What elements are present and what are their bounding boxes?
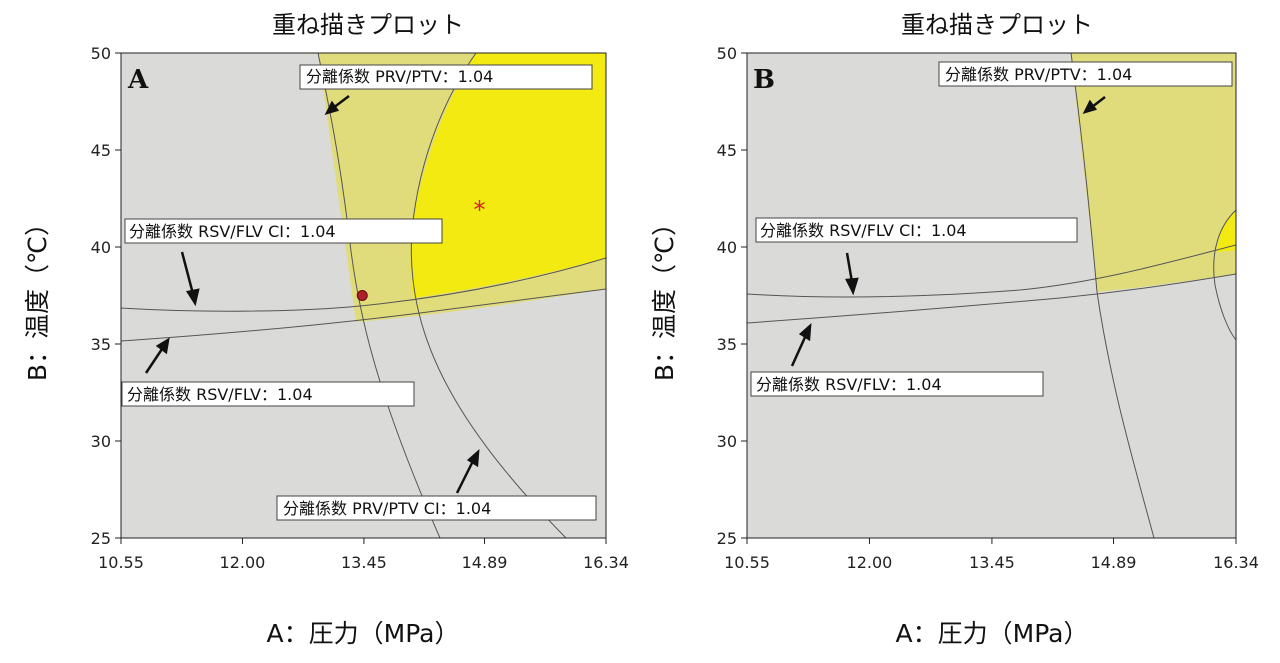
- annotation-label: 分離係数 RSV/FLV：1.04: [127, 385, 313, 404]
- x-tick-label: 10.55: [724, 553, 770, 572]
- markers: *: [356, 196, 486, 301]
- y-tick-label: 30: [91, 432, 111, 451]
- arrowhead-icon: [845, 277, 859, 296]
- x-tick-label: 14.89: [462, 553, 508, 572]
- axis-ticks: 10.55 12.00 13.45 14.89 16.34 25 30 35 40 45 50: [91, 44, 629, 572]
- chart-a-svg: 10.55 12.00 13.45 14.89 16.34 25 30 35 40 45 50 重ね…: [23, 11, 629, 648]
- y-tick-label: 35: [717, 335, 737, 354]
- chart-b-svg: 10.55 12.00 13.45 14.89 16.34 25 30 35 40 45 50 重ね…: [650, 11, 1259, 648]
- axis-ticks: 10.55 12.00 13.45 14.89 16.34 25 30 35 40 45 50: [717, 44, 1259, 572]
- y-axis-title: B：温度（℃）: [650, 211, 679, 381]
- annotation-box: [750, 371, 1044, 397]
- optimum-asterisk-marker: *: [474, 196, 486, 224]
- chart-panel-a: 10.55 12.00 13.45 14.89 16.34 25 30 35 40 45 50 重ね…: [23, 11, 629, 648]
- contour-line-rsv-flv: [121, 288, 606, 342]
- annotation-arrow: [845, 252, 854, 283]
- annotation-arrow: [1091, 96, 1106, 108]
- annotation-box: [299, 64, 593, 90]
- panel-label: A: [127, 65, 149, 95]
- y-tick-label: 25: [717, 529, 737, 548]
- y-tick-label: 50: [717, 44, 737, 63]
- arrowhead-icon: [185, 288, 200, 307]
- x-tick-label: 16.34: [583, 553, 629, 572]
- contour-line-rsv-flv: [747, 273, 1236, 324]
- contour-line-prv-ptv: [1070, 53, 1155, 538]
- chart-title: 重ね描きプロット: [901, 11, 1093, 39]
- annotation-arrow: [180, 251, 195, 295]
- y-tick-label: 50: [91, 44, 111, 63]
- y-tick-label: 40: [91, 238, 111, 257]
- x-tick-label: 12.00: [220, 553, 266, 572]
- chart-panel-b: 10.55 12.00 13.45 14.89 16.34 25 30 35 40 45 50 重ね…: [640, 0, 1280, 663]
- y-tick-label: 45: [91, 141, 111, 160]
- x-tick-label: 16.34: [1213, 553, 1259, 572]
- arrowhead-icon: [466, 449, 480, 468]
- arrowhead-icon: [798, 323, 812, 342]
- contour-line-rsv-flv-ci: [747, 244, 1236, 298]
- y-axis-title: B：温度（℃）: [23, 211, 52, 381]
- sweet-spot-region: [1217, 210, 1236, 252]
- contour-line-prv-ptv-ci: [1213, 209, 1236, 341]
- y-tick-label: 35: [91, 335, 111, 354]
- annotation-box: [938, 61, 1233, 87]
- x-tick-label: 10.55: [98, 553, 144, 572]
- y-tick-label: 40: [717, 238, 737, 257]
- partial-feasible-region: [1071, 53, 1236, 292]
- sweet-spot-region: [410, 53, 606, 298]
- annotation-arrow: [455, 460, 475, 494]
- annotation-arrow: [144, 348, 164, 374]
- annotation-label: 分離係数 RSV/FLV CI：1.04: [760, 221, 967, 240]
- y-tick-label: 45: [717, 141, 737, 160]
- contour-line-rsv-flv-ci: [121, 257, 606, 312]
- panel-label: B: [753, 65, 775, 95]
- annotation-label: 分離係数 PRV/PTV：1.04: [945, 65, 1132, 84]
- annotation-box: [755, 217, 1078, 243]
- x-axis-title: A：圧力（MPa）: [267, 619, 460, 648]
- annotation-box: [124, 218, 443, 244]
- y-tick-label: 25: [91, 529, 111, 548]
- annotation-box: [121, 381, 415, 407]
- x-tick-label: 14.89: [1091, 553, 1137, 572]
- x-tick-label: 13.45: [341, 553, 387, 572]
- contour-line-prv-ptv-ci: [410, 53, 567, 538]
- chart-title: 重ね描きプロット: [272, 11, 464, 39]
- annotation-label: 分離係数 RSV/FLV CI：1.04: [129, 222, 336, 241]
- annotation-label: 分離係数 RSV/FLV：1.04: [756, 375, 942, 394]
- y-tick-label: 30: [717, 432, 737, 451]
- arrowhead-icon: [155, 337, 170, 355]
- x-tick-label: 13.45: [969, 553, 1015, 572]
- annotation-box: [276, 495, 597, 521]
- annotation-label: 分離係数 PRV/PTV：1.04: [306, 67, 493, 86]
- design-point-marker: [356, 290, 368, 301]
- annotation-label: 分離係数 PRV/PTV CI：1.04: [283, 499, 491, 518]
- x-axis-title: A：圧力（MPa）: [896, 619, 1089, 648]
- x-tick-label: 12.00: [847, 553, 893, 572]
- arrowhead-icon: [324, 100, 340, 116]
- annotation-arrow: [790, 334, 808, 367]
- arrowhead-icon: [1082, 99, 1098, 115]
